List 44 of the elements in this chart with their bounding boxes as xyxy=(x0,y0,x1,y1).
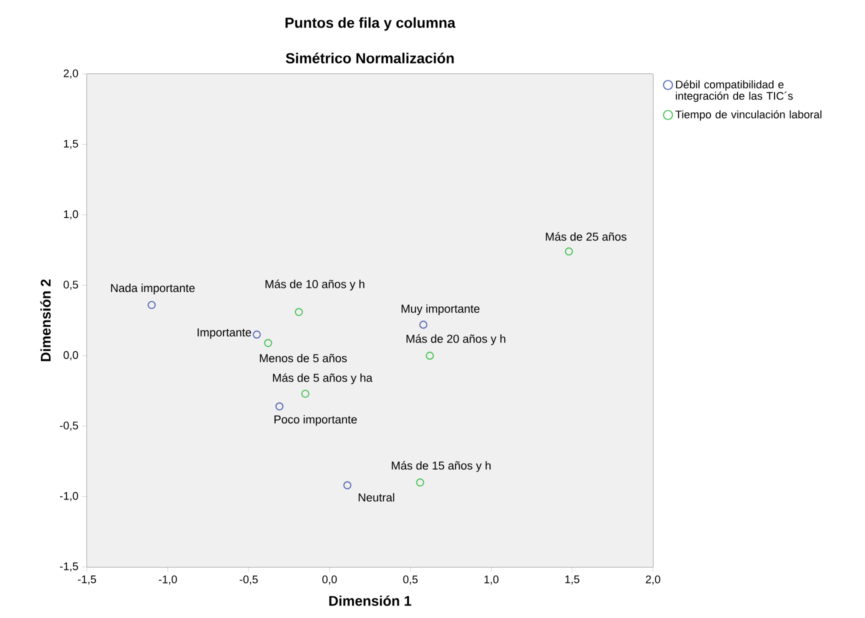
chart-subtitle: Simétrico Normalización xyxy=(286,52,454,64)
annotation: Más de 15 años y h xyxy=(392,461,491,472)
x-tick-label: -1,0 xyxy=(158,576,177,585)
annotation: Importante xyxy=(198,328,252,339)
x-tick-label: 2,0 xyxy=(646,576,660,585)
legend-label: Débil compatibilidad e integración de las TIC´s xyxy=(676,80,793,102)
y-tick-label: 0,0 xyxy=(64,351,78,360)
annotation: Nada importante xyxy=(111,284,195,294)
annotation: Más de 10 años y h xyxy=(266,280,364,290)
point xyxy=(264,338,272,348)
annotation: Más de 5 años y ha xyxy=(273,373,372,384)
annotation: Más de 25 años xyxy=(546,232,626,241)
point xyxy=(343,481,352,490)
x-tick-label: 0,5 xyxy=(403,576,418,585)
point xyxy=(275,402,284,410)
x-tick-label: -0,5 xyxy=(240,576,258,585)
y-axis-title: Dimensión 2 xyxy=(40,279,51,362)
y-tick-label: 0,5 xyxy=(64,280,78,290)
point xyxy=(419,320,428,329)
chart-title: Puntos de fila y columna xyxy=(286,17,456,31)
y-tick-label: -1,0 xyxy=(60,492,78,502)
annotation: Más de 20 años y h xyxy=(406,334,506,346)
y-tick-label: 2,0 xyxy=(64,69,78,79)
x-tick-label: 0,0 xyxy=(322,576,337,585)
annotation: Menos de 5 años xyxy=(260,354,347,362)
y-tick-label: -0,5 xyxy=(60,422,78,431)
x-axis-title: Dimensión 1 xyxy=(329,595,412,606)
point xyxy=(148,300,156,310)
point xyxy=(294,308,303,316)
annotation: Neutral xyxy=(358,493,394,502)
annotation: Muy importante xyxy=(402,304,480,316)
point xyxy=(564,247,573,256)
point xyxy=(252,330,261,339)
point xyxy=(416,478,424,487)
x-tick-label: -1,5 xyxy=(78,576,96,584)
y-tick-label: 1,5 xyxy=(64,140,78,149)
x-tick-label: 1,5 xyxy=(565,576,580,584)
point xyxy=(426,352,434,360)
legend-label: Tiempo de vinculación laboral xyxy=(675,110,822,121)
x-tick-label: 1,0 xyxy=(484,576,499,585)
point xyxy=(301,390,310,398)
annotation: Poco importante xyxy=(274,415,357,426)
y-tick-label: -1,5 xyxy=(60,562,78,572)
y-tick-label: 1,0 xyxy=(64,210,78,220)
